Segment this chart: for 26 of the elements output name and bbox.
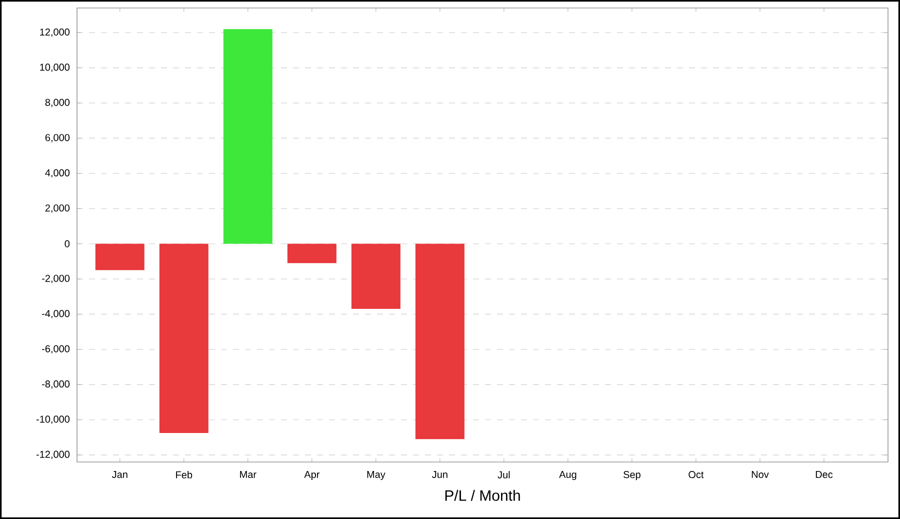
- x-tick-label: Jun: [432, 471, 448, 478]
- y-tick-label: 6,000: [45, 134, 70, 142]
- x-tick-label: Sep: [624, 471, 640, 480]
- x-axis-title: P/L / Month: [445, 490, 520, 501]
- x-tick-label: Oct: [688, 471, 704, 478]
- y-tick-label: 2,000: [45, 204, 70, 213]
- y-tick-label: 12,000: [40, 28, 70, 37]
- y-tick-label: 10,000: [40, 64, 70, 72]
- y-tick-label: 0: [64, 240, 70, 248]
- y-tick-label: 8,000: [45, 98, 70, 108]
- x-tick-label: Feb: [176, 471, 192, 478]
- y-tick-label: -10,000: [36, 416, 70, 424]
- y-tick-label: -4,000: [42, 310, 70, 318]
- y-tick-label: -8,000: [42, 380, 70, 389]
- x-tick-label: Dec: [816, 471, 833, 478]
- x-tick-label: Apr: [304, 471, 320, 480]
- y-tick-label: -2,000: [42, 274, 70, 284]
- x-tick-label: Jul: [498, 471, 510, 478]
- y-tick-label: -6,000: [42, 345, 70, 354]
- x-tick-label: May: [367, 471, 386, 480]
- x-tick-label: Aug: [559, 471, 576, 480]
- y-tick-label: 4,000: [45, 169, 70, 178]
- x-tick-label: Nov: [752, 471, 769, 478]
- y-tick-label: -12,000: [36, 450, 70, 460]
- x-tick-label: Mar: [240, 471, 256, 478]
- x-tick-label: Jan: [112, 471, 128, 478]
